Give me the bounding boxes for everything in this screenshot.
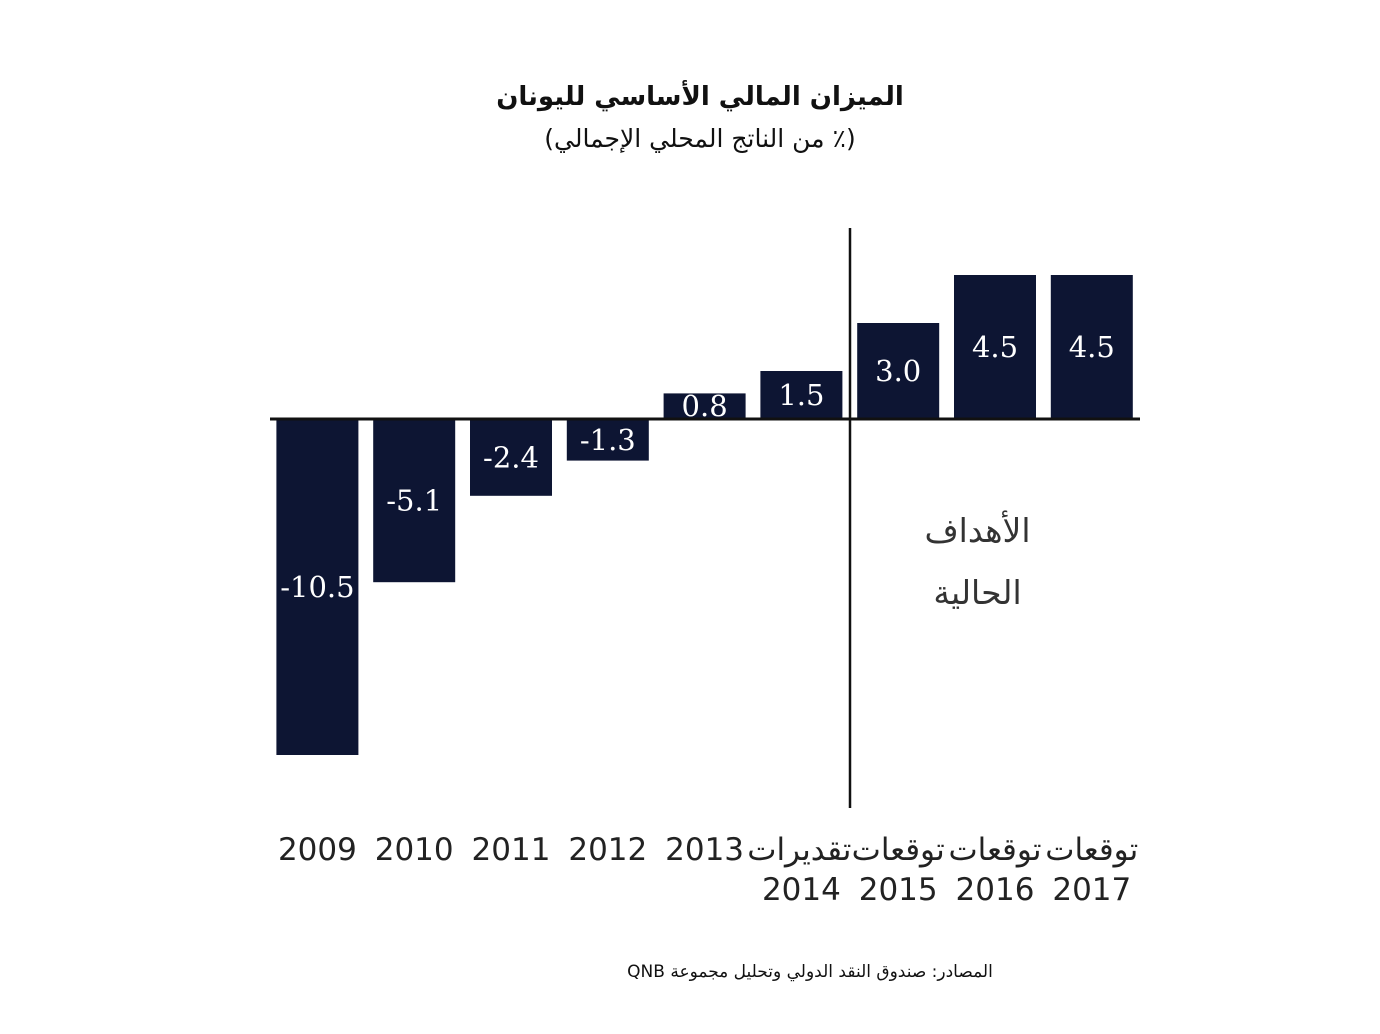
bar (1050, 275, 1133, 419)
x-tick-label: 2009 (277, 832, 357, 868)
chart-subtitle: (٪ من الناتج المحلي الإجمالي) (544, 124, 856, 153)
x-tick-label: 2013 (665, 832, 745, 868)
value-label: -2.4 (483, 440, 539, 474)
bar (470, 419, 552, 496)
x-tick-label: توقعات 2016 (948, 832, 1042, 908)
bar (857, 323, 940, 419)
x-tick-label: 2012 (568, 832, 648, 868)
x-tick-label: 2010 (374, 832, 454, 868)
bar (663, 393, 746, 419)
x-tick-label: تقديرات 2014 (747, 832, 852, 908)
bar (760, 371, 843, 419)
bar (373, 419, 456, 583)
x-tick-label: توقعات 2015 (851, 832, 945, 908)
annotation: الأهداف الحالية (924, 511, 1031, 612)
bar (566, 419, 649, 461)
value-label: 3.0 (875, 354, 921, 388)
x-tick-label: توقعات 2017 (1045, 832, 1139, 908)
value-label: -5.1 (386, 484, 442, 518)
source-note: المصادر: صندوق النقد الدولي وتحليل مجموع… (627, 962, 993, 982)
bar (954, 275, 1036, 419)
x-tick-label: 2011 (471, 832, 551, 868)
value-label: 4.5 (1069, 330, 1115, 364)
value-label: -1.3 (580, 423, 636, 457)
value-label: -10.5 (280, 570, 354, 604)
chart-title: الميزان المالي الأساسي لليونان (496, 82, 904, 112)
value-label: 4.5 (972, 330, 1018, 364)
bar (276, 419, 359, 755)
value-label: 1.5 (778, 378, 824, 412)
